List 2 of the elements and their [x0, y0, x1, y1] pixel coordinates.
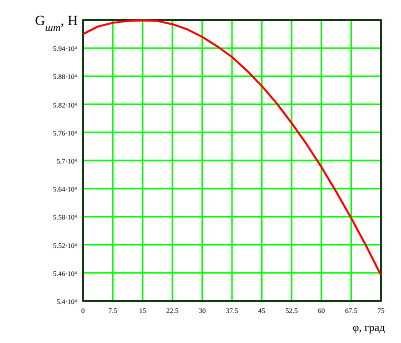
x-axis-title: φ, град	[352, 322, 386, 334]
y-axis-title: G$_{шт}$, Н	[35, 14, 78, 34]
